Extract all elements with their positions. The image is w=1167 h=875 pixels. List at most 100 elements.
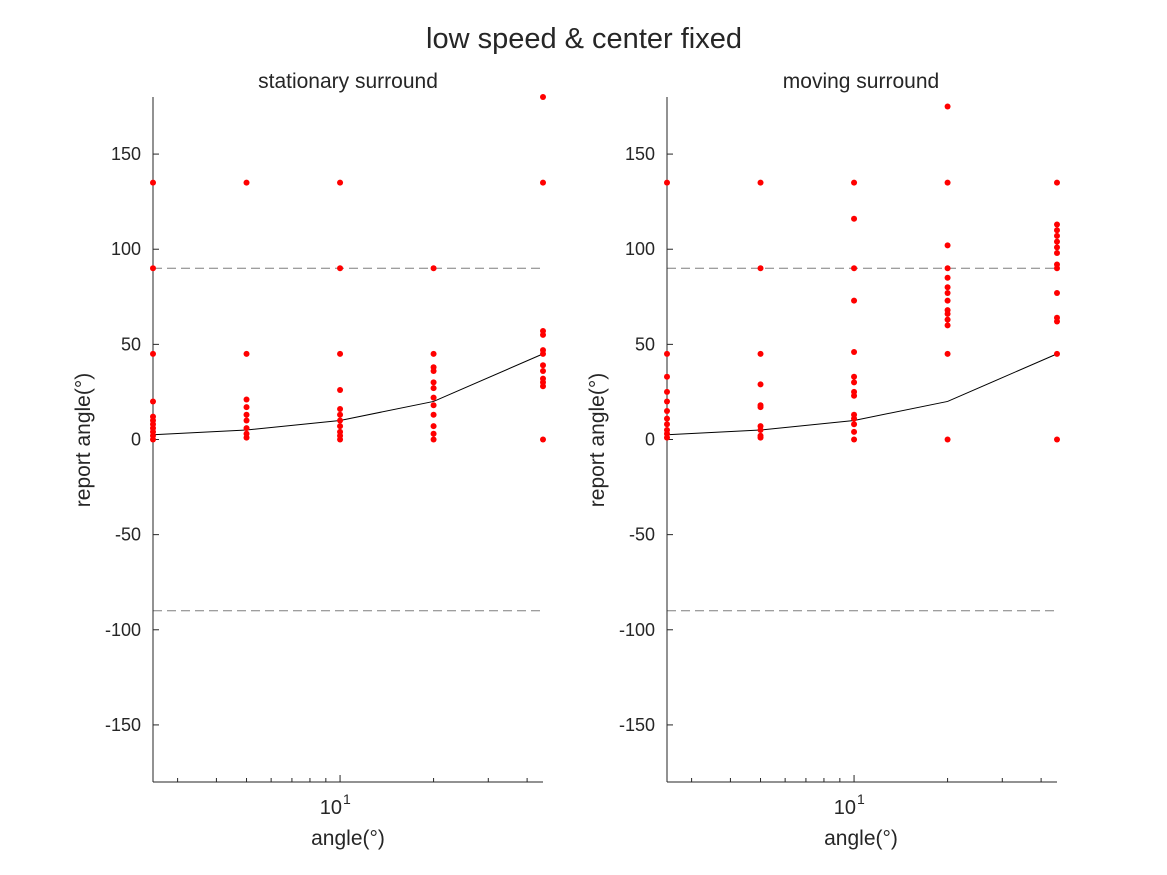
data-point: [1054, 232, 1060, 239]
data-point: [944, 297, 951, 304]
data-point: [1054, 179, 1060, 186]
x-tick-label-exponent: 1: [857, 791, 865, 807]
y-tick-label: -50: [115, 525, 141, 545]
data-point: [243, 417, 250, 424]
data-point: [664, 350, 670, 357]
x-tick-label-exponent: 1: [343, 791, 351, 807]
data-point: [851, 436, 858, 443]
data-point: [337, 423, 344, 430]
axes: -150 -100 -50 0 50 100 150 10 1: [619, 97, 1057, 819]
data-point: [851, 392, 858, 399]
panel-title: stationary surround: [258, 70, 438, 93]
data-point: [757, 381, 764, 388]
data-point: [1054, 250, 1060, 257]
data-point: [430, 394, 437, 401]
data-point: [664, 434, 670, 441]
data-point: [851, 379, 858, 386]
data-point: [944, 265, 951, 272]
data-point: [337, 265, 344, 272]
y-tick-label: -150: [105, 715, 141, 735]
data-point: [1054, 221, 1060, 228]
data-point: [430, 368, 437, 374]
data-point: [1054, 244, 1060, 251]
x-tick-label-base: 10: [834, 797, 856, 819]
data-point: [851, 265, 858, 272]
data-point: [757, 404, 764, 411]
data-point: [540, 383, 546, 390]
data-point: [540, 94, 546, 100]
data-point: [851, 215, 858, 222]
y-axis-label: report angle(°): [586, 373, 609, 507]
data-point: [757, 434, 764, 441]
axes: -150 -100 -50 0 50 100 150 10 1: [105, 97, 543, 819]
data-point: [944, 284, 951, 291]
data-point: [243, 411, 250, 418]
y-tick-label: 0: [645, 430, 655, 450]
data-point: [430, 423, 437, 430]
mean-line-path: [152, 353, 544, 436]
data-point: [757, 265, 764, 272]
data-point: [851, 415, 858, 422]
data-point: [1054, 265, 1060, 272]
data-point: [851, 179, 858, 186]
data-point: [430, 411, 437, 418]
data-point: [664, 373, 670, 380]
data-point: [944, 310, 951, 317]
data-points: [150, 94, 546, 443]
data-point: [243, 434, 250, 441]
data-point: [337, 350, 344, 357]
y-tick-label: 50: [635, 334, 655, 354]
mean-line: [666, 353, 1058, 436]
reference-lines: [153, 267, 543, 612]
data-point: [150, 179, 156, 186]
data-point: [664, 398, 670, 405]
data-point: [430, 402, 437, 409]
data-point: [540, 331, 546, 338]
data-point: [944, 322, 951, 329]
data-point: [540, 350, 546, 357]
data-point: [1054, 227, 1060, 234]
x-tick-label-base: 10: [320, 797, 342, 819]
data-point: [150, 398, 156, 405]
data-point: [1054, 350, 1060, 357]
data-point: [430, 265, 437, 272]
data-point: [664, 388, 670, 395]
mean-line-path: [666, 353, 1058, 436]
data-point: [944, 436, 951, 443]
data-point: [540, 436, 546, 443]
data-point: [1054, 318, 1060, 325]
data-point: [150, 265, 156, 272]
data-point: [1054, 289, 1060, 296]
data-point: [150, 350, 156, 357]
data-point: [337, 436, 344, 443]
data-point: [243, 404, 250, 411]
data-point: [540, 362, 546, 369]
data-point: [664, 179, 670, 186]
data-point: [851, 348, 858, 355]
x-axis-label: angle(°): [824, 827, 898, 850]
data-point: [337, 179, 344, 186]
data-point: [430, 385, 437, 392]
data-point: [243, 350, 250, 357]
y-tick-label: -100: [619, 620, 655, 640]
data-point: [944, 242, 951, 249]
data-point: [430, 436, 437, 443]
data-point: [757, 179, 764, 186]
data-point: [243, 396, 250, 403]
data-point: [1054, 436, 1060, 443]
data-point: [944, 274, 951, 281]
data-point: [430, 379, 437, 386]
data-point: [243, 179, 250, 186]
data-point: [944, 103, 951, 110]
y-tick-label: -50: [629, 525, 655, 545]
panel-stationary-surround: -150 -100 -50 0 50 100 150 10 1 stationary surro…: [72, 70, 546, 850]
data-point: [664, 407, 670, 414]
y-tick-label: 50: [121, 334, 141, 354]
figure-title: low speed & center fixed: [426, 23, 742, 55]
data-point: [944, 289, 951, 296]
data-point: [243, 425, 250, 432]
mean-line: [152, 353, 544, 436]
data-point: [944, 316, 951, 323]
